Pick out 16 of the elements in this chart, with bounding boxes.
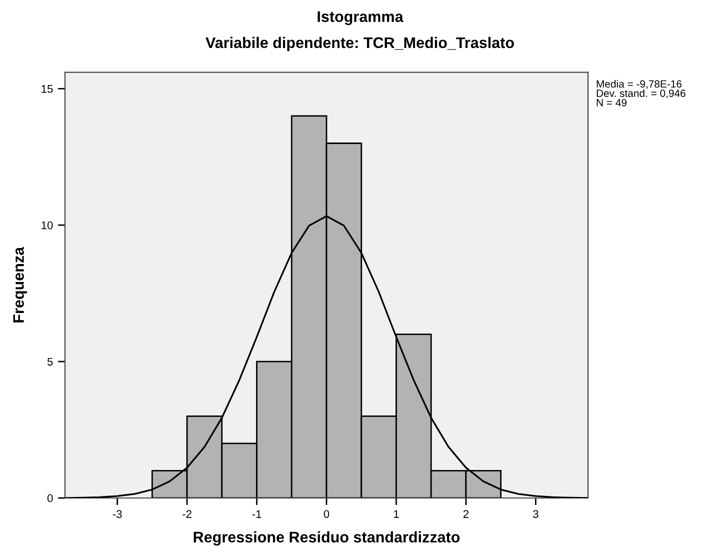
x-tick-label: -1	[252, 510, 262, 518]
y-tick-label: 15	[42, 85, 53, 93]
x-axis-title: Regressione Residuo standardizzato	[194, 531, 460, 546]
x-tick-label: -3	[112, 510, 122, 518]
text: Media = -9,78E-16 Dev. stand. = 0,946 N = 49	[596, 80, 686, 106]
x-tick-label: 1	[394, 510, 399, 518]
y-axis-title: Frequenza	[13, 246, 27, 322]
y-tick-label: 10	[42, 221, 53, 230]
y-tick-label: 0	[47, 494, 53, 502]
x-tick-label: 2	[463, 510, 468, 518]
chart-title: Istogramma	[318, 11, 404, 26]
x-tick-label: -2	[182, 510, 192, 518]
chart-subtitle: Variabile dipendente: TCR_Medio_Traslato	[206, 36, 514, 52]
y-tick-label: 5	[47, 358, 53, 366]
x-tick-label: 0	[324, 510, 330, 518]
x-tick-label: 3	[533, 510, 538, 518]
